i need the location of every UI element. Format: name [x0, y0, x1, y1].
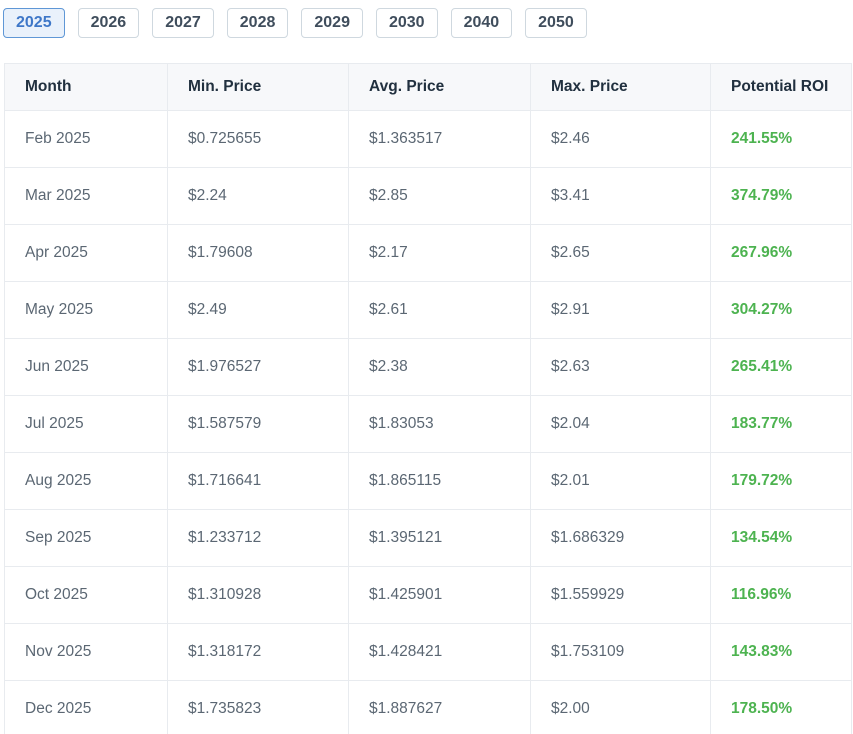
table-row: Oct 2025 $1.310928 $1.425901 $1.559929 1… [4, 566, 852, 624]
cell-month: Apr 2025 [4, 224, 168, 282]
cell-month: Aug 2025 [4, 452, 168, 510]
cell-avg-price: $2.38 [348, 338, 531, 396]
year-tab-2050[interactable]: 2050 [525, 8, 587, 38]
table-row: May 2025 $2.49 $2.61 $2.91 304.27% [4, 281, 852, 339]
cell-max-price: $1.686329 [530, 509, 711, 567]
cell-min-price: $1.318172 [167, 623, 349, 681]
table-row: Apr 2025 $1.79608 $2.17 $2.65 267.96% [4, 224, 852, 282]
cell-month: Jun 2025 [4, 338, 168, 396]
cell-potential-roi: 178.50% [710, 680, 852, 734]
cell-potential-roi: 143.83% [710, 623, 852, 681]
year-tab-2028[interactable]: 2028 [226, 8, 289, 38]
cell-max-price: $2.01 [530, 452, 711, 510]
table-row: Sep 2025 $1.233712 $1.395121 $1.686329 1… [4, 509, 852, 567]
table-row: Jun 2025 $1.976527 $2.38 $2.63 265.41% [4, 338, 852, 396]
col-header-max-price: Max. Price [530, 63, 711, 111]
col-header-month: Month [4, 63, 168, 111]
price-prediction-table: Month Min. Price Avg. Price Max. Price P… [4, 63, 852, 734]
cell-min-price: $1.79608 [167, 224, 349, 282]
cell-potential-roi: 241.55% [710, 110, 852, 168]
year-tab-2025[interactable]: 2025 [3, 8, 65, 38]
header-row: Month Min. Price Avg. Price Max. Price P… [4, 63, 852, 111]
cell-avg-price: $2.61 [348, 281, 531, 339]
table-row: Jul 2025 $1.587579 $1.83053 $2.04 183.77… [4, 395, 852, 453]
cell-avg-price: $1.395121 [348, 509, 531, 567]
table-row: Dec 2025 $1.735823 $1.887627 $2.00 178.5… [4, 680, 852, 734]
cell-max-price: $1.559929 [530, 566, 711, 624]
cell-avg-price: $1.83053 [348, 395, 531, 453]
cell-min-price: $1.976527 [167, 338, 349, 396]
cell-avg-price: $1.425901 [348, 566, 531, 624]
year-tab-2040[interactable]: 2040 [450, 8, 513, 38]
cell-potential-roi: 267.96% [710, 224, 852, 282]
cell-avg-price: $1.428421 [348, 623, 531, 681]
cell-max-price: $3.41 [530, 167, 711, 225]
cell-avg-price: $2.85 [348, 167, 531, 225]
cell-min-price: $1.587579 [167, 395, 349, 453]
cell-potential-roi: 304.27% [710, 281, 852, 339]
cell-potential-roi: 183.77% [710, 395, 852, 453]
cell-potential-roi: 179.72% [710, 452, 852, 510]
cell-avg-price: $1.865115 [348, 452, 531, 510]
cell-min-price: $0.725655 [167, 110, 349, 168]
cell-max-price: $1.753109 [530, 623, 711, 681]
year-tab-2029[interactable]: 2029 [301, 8, 363, 38]
cell-month: Jul 2025 [4, 395, 168, 453]
cell-month: Oct 2025 [4, 566, 168, 624]
col-header-min-price: Min. Price [167, 63, 349, 111]
table-row: Aug 2025 $1.716641 $1.865115 $2.01 179.7… [4, 452, 852, 510]
cell-month: Nov 2025 [4, 623, 168, 681]
table-row: Feb 2025 $0.725655 $1.363517 $2.46 241.5… [4, 110, 852, 168]
table-body: Feb 2025 $0.725655 $1.363517 $2.46 241.5… [4, 110, 852, 734]
cell-min-price: $1.233712 [167, 509, 349, 567]
cell-avg-price: $1.887627 [348, 680, 531, 734]
cell-month: Sep 2025 [4, 509, 168, 567]
cell-max-price: $2.65 [530, 224, 711, 282]
cell-month: May 2025 [4, 281, 168, 339]
year-tab-bar: 2025 2026 2027 2028 2029 2030 2040 2050 [0, 0, 853, 38]
cell-avg-price: $1.363517 [348, 110, 531, 168]
cell-month: Dec 2025 [4, 680, 168, 734]
cell-max-price: $2.63 [530, 338, 711, 396]
cell-min-price: $2.49 [167, 281, 349, 339]
table-row: Mar 2025 $2.24 $2.85 $3.41 374.79% [4, 167, 852, 225]
cell-max-price: $2.91 [530, 281, 711, 339]
cell-min-price: $1.310928 [167, 566, 349, 624]
cell-potential-roi: 116.96% [710, 566, 852, 624]
cell-max-price: $2.46 [530, 110, 711, 168]
table-row: Nov 2025 $1.318172 $1.428421 $1.753109 1… [4, 623, 852, 681]
cell-potential-roi: 134.54% [710, 509, 852, 567]
cell-min-price: $2.24 [167, 167, 349, 225]
year-tab-2027[interactable]: 2027 [152, 8, 214, 38]
cell-month: Feb 2025 [4, 110, 168, 168]
table-header: Month Min. Price Avg. Price Max. Price P… [4, 63, 852, 111]
col-header-potential-roi: Potential ROI [710, 63, 852, 111]
cell-potential-roi: 265.41% [710, 338, 852, 396]
cell-month: Mar 2025 [4, 167, 168, 225]
cell-min-price: $1.735823 [167, 680, 349, 734]
cell-potential-roi: 374.79% [710, 167, 852, 225]
cell-min-price: $1.716641 [167, 452, 349, 510]
cell-max-price: $2.04 [530, 395, 711, 453]
cell-max-price: $2.00 [530, 680, 711, 734]
year-tab-2026[interactable]: 2026 [77, 8, 140, 38]
col-header-avg-price: Avg. Price [348, 63, 531, 111]
year-tab-2030[interactable]: 2030 [375, 8, 438, 38]
cell-avg-price: $2.17 [348, 224, 531, 282]
